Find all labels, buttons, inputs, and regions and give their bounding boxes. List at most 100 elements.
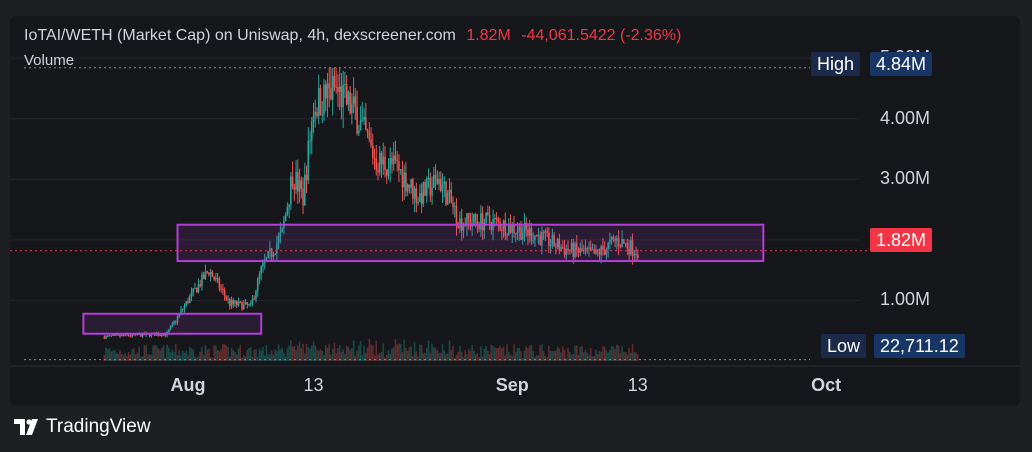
candle-body <box>405 172 407 192</box>
volume-bar <box>316 349 318 361</box>
volume-bar <box>415 351 418 361</box>
candle-body <box>331 76 334 100</box>
volume-bar <box>314 345 317 361</box>
volume-bar <box>187 354 189 361</box>
candle-body <box>577 249 580 253</box>
candle-body <box>194 288 196 290</box>
candle-body <box>431 187 433 196</box>
candle-body <box>113 334 116 336</box>
volume-bar <box>145 345 147 361</box>
volume-bar <box>371 345 374 361</box>
volume-bar <box>544 355 547 361</box>
candle-body <box>345 84 348 105</box>
volume-bar <box>518 347 521 361</box>
volume-bar <box>330 354 332 361</box>
candle-body <box>363 116 365 120</box>
candle-body <box>277 236 280 244</box>
volume-bar <box>333 342 336 361</box>
candle-body <box>607 242 609 250</box>
candle-body <box>391 158 393 165</box>
candle-body <box>560 247 562 251</box>
candle-body <box>480 213 482 230</box>
volume-bar <box>560 352 562 361</box>
volume-bar <box>265 344 268 361</box>
volume-bar <box>481 356 484 361</box>
volume-bar <box>541 344 543 361</box>
volume-bar <box>195 357 198 361</box>
volume-bar <box>113 349 116 361</box>
volume-bar <box>173 352 175 361</box>
candle-body <box>419 193 421 202</box>
range-box <box>82 312 263 335</box>
volume-bar <box>279 349 282 361</box>
volume-bar <box>340 351 343 361</box>
volume-bar <box>356 350 358 361</box>
volume-bar <box>623 351 625 361</box>
volume-bar <box>603 346 606 361</box>
candle-body <box>394 155 397 160</box>
candle-body <box>544 231 547 233</box>
candle-body <box>258 273 261 279</box>
candle-body <box>209 272 212 275</box>
candle-body <box>352 96 355 104</box>
candle-body <box>591 249 594 251</box>
volume-bar <box>412 355 414 361</box>
candle-body <box>581 248 583 252</box>
volume-bar <box>244 356 247 361</box>
candle-body <box>549 244 552 246</box>
chart-panel[interactable]: IoTAI/WETH (Market Cap) on Uniswap, 4h, … <box>10 16 1020 406</box>
candle-body <box>106 335 109 337</box>
volume-bar <box>537 355 540 361</box>
candle-body <box>542 231 545 233</box>
volume-bar <box>136 352 139 361</box>
volume-bar <box>548 345 550 361</box>
volume-bar <box>520 351 522 361</box>
candle-body <box>293 186 296 190</box>
volume-bar <box>260 350 263 361</box>
volume-bar <box>636 354 639 361</box>
volume-bar <box>574 345 576 361</box>
footer-brand[interactable]: TradingView <box>14 416 151 438</box>
volume-bar <box>476 353 479 361</box>
candle-body <box>506 235 508 237</box>
volume-bar <box>532 350 534 361</box>
volume-bar <box>499 346 501 361</box>
candle-body <box>495 217 498 219</box>
volume-bar <box>635 352 637 361</box>
volume-bar <box>570 355 573 361</box>
volume-bar <box>401 352 404 361</box>
candle-body <box>595 249 597 254</box>
candle-body <box>173 321 175 324</box>
candle-body <box>494 217 496 219</box>
candle-body <box>636 254 639 259</box>
candle-body <box>300 180 303 189</box>
candle-body <box>457 224 460 229</box>
candle-body <box>288 204 290 207</box>
candle-body <box>628 248 630 255</box>
volume-bar <box>201 347 203 361</box>
volume-bar <box>216 349 219 361</box>
candle-body <box>462 224 465 231</box>
candle-body <box>317 88 320 117</box>
volume-bar <box>399 343 402 361</box>
candle-body <box>551 234 554 245</box>
volume-bar <box>523 350 526 361</box>
candle-body <box>197 284 200 293</box>
volume-bar <box>302 343 304 361</box>
volume-bar <box>419 344 421 361</box>
low-tag-label: Low <box>821 334 867 358</box>
volume-bar <box>326 347 329 361</box>
candle-body <box>316 111 318 117</box>
change-value: -44,061.5422 (-2.36%) <box>521 27 682 44</box>
volume-bar <box>206 349 208 361</box>
candle-body <box>378 152 381 173</box>
volume-bar <box>490 344 493 361</box>
volume-bar <box>549 351 552 361</box>
price-chart[interactable] <box>10 16 1020 406</box>
pair-title: IoTAI/WETH (Market Cap) on Uniswap, 4h, … <box>24 27 456 44</box>
candle-body <box>485 212 487 223</box>
volume-bar <box>617 345 620 361</box>
candle-body <box>248 304 250 306</box>
volume-bar <box>143 345 146 361</box>
range-box <box>176 223 765 263</box>
